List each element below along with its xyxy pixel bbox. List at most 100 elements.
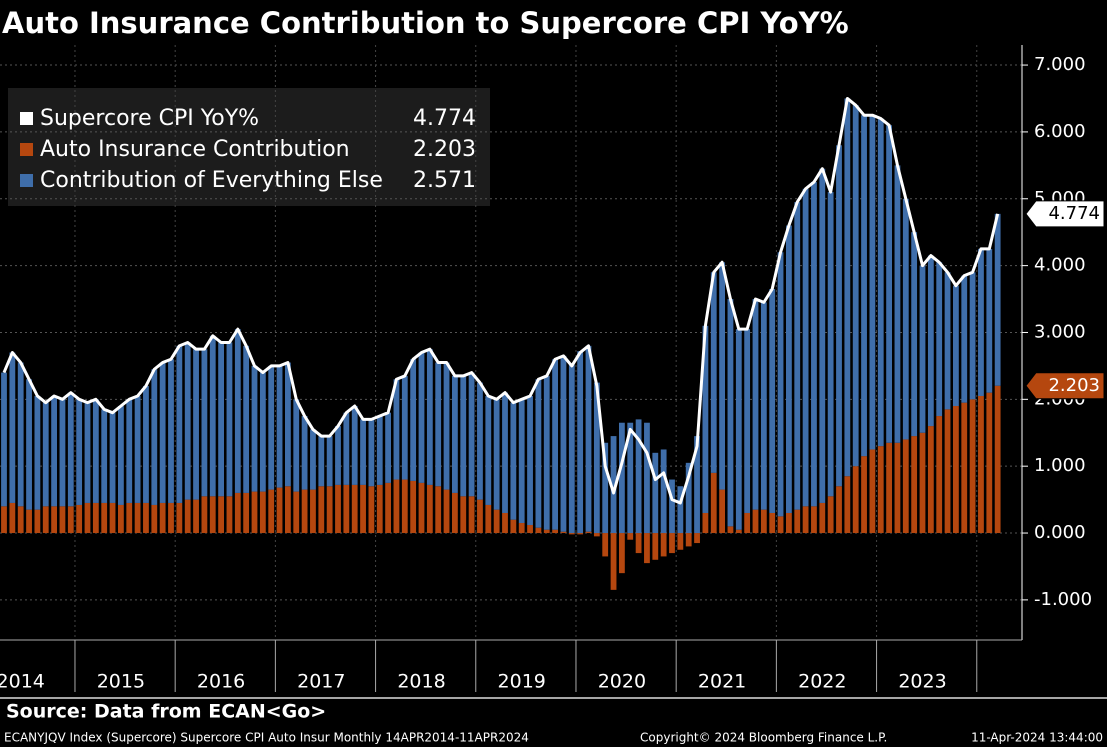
bar — [710, 272, 717, 473]
x-tick-label: 2017 — [297, 671, 345, 693]
bar — [610, 436, 617, 534]
source: Source: Data from ECAN<Go> — [6, 701, 326, 723]
bar — [259, 372, 266, 492]
bar — [126, 502, 133, 534]
bar — [518, 399, 525, 524]
bar — [543, 529, 550, 534]
bar — [101, 502, 108, 534]
bar — [67, 392, 74, 507]
bar — [894, 442, 901, 534]
bar — [92, 399, 99, 503]
bar — [660, 449, 667, 534]
bar — [84, 502, 91, 534]
bar — [1, 506, 7, 534]
bar — [276, 365, 283, 488]
bar — [577, 533, 584, 535]
bar — [836, 145, 842, 487]
y-tick-label: 3.000 — [1034, 321, 1086, 342]
bar — [34, 509, 41, 534]
bar — [861, 456, 867, 534]
bar — [59, 506, 66, 534]
bar — [310, 489, 316, 534]
bar — [694, 436, 700, 534]
bar — [376, 416, 383, 485]
x-tick-label: 2021 — [698, 671, 746, 693]
bar — [811, 182, 817, 507]
bar — [418, 482, 425, 534]
value-tag-label: 2.203 — [1048, 375, 1100, 396]
bar — [268, 489, 275, 534]
bar — [151, 369, 158, 505]
bar — [9, 502, 16, 534]
bar — [702, 325, 709, 513]
bar — [685, 462, 692, 534]
bar — [318, 486, 325, 534]
bar — [193, 499, 199, 534]
x-tick-label: 2020 — [598, 671, 646, 693]
legend-value: 2.571 — [413, 168, 476, 193]
bar — [978, 395, 984, 534]
bar — [527, 525, 533, 534]
bar — [710, 472, 717, 534]
bar — [527, 395, 533, 526]
bar — [259, 491, 266, 534]
bar — [285, 362, 291, 487]
bar — [343, 412, 350, 485]
bar — [209, 496, 216, 534]
y-tick-label: -1.000 — [1034, 589, 1092, 610]
bar — [293, 491, 300, 534]
bar — [719, 262, 725, 490]
bar — [969, 399, 976, 534]
bar — [118, 504, 124, 534]
bar — [9, 352, 16, 503]
bar — [978, 248, 984, 396]
bar — [468, 496, 475, 534]
bar — [944, 272, 951, 410]
legend-swatch — [20, 174, 33, 187]
bar — [26, 379, 32, 510]
bar — [410, 359, 417, 481]
bar — [59, 399, 66, 507]
value-tag-label: 4.774 — [1048, 203, 1100, 224]
bar — [560, 355, 567, 532]
bar — [243, 345, 250, 493]
bar — [452, 375, 458, 493]
bar — [602, 442, 609, 534]
y-tick-label: 0.000 — [1034, 522, 1086, 543]
bar — [927, 255, 934, 427]
bar — [293, 399, 300, 492]
bar — [819, 168, 826, 503]
bar — [410, 480, 417, 534]
bar — [811, 506, 817, 534]
bar — [351, 406, 358, 485]
bar — [560, 531, 567, 534]
bar — [802, 188, 809, 507]
bar — [418, 352, 425, 483]
bar — [593, 382, 600, 534]
bar — [869, 115, 876, 450]
legend-swatch — [20, 143, 33, 156]
bar — [67, 506, 74, 534]
bar — [619, 533, 625, 574]
bar — [936, 262, 943, 417]
bar — [118, 406, 124, 505]
bar — [844, 98, 851, 477]
legend-swatch — [20, 112, 33, 125]
bar — [752, 509, 759, 534]
y-tick-label: 7.000 — [1034, 54, 1086, 75]
bar — [109, 412, 116, 503]
value-tag — [1025, 200, 1105, 228]
bar — [836, 486, 842, 534]
bar — [393, 379, 400, 480]
bar — [251, 365, 258, 492]
bar — [769, 512, 776, 534]
footer-left: ECANYJQV Index (Supercore) Supercore CPI… — [4, 731, 529, 745]
bar — [209, 335, 216, 497]
bar — [385, 412, 391, 483]
bar — [769, 289, 776, 513]
bar — [109, 502, 116, 534]
bar — [844, 476, 851, 534]
bar — [234, 329, 241, 493]
bar — [426, 349, 433, 485]
bar — [101, 409, 108, 503]
